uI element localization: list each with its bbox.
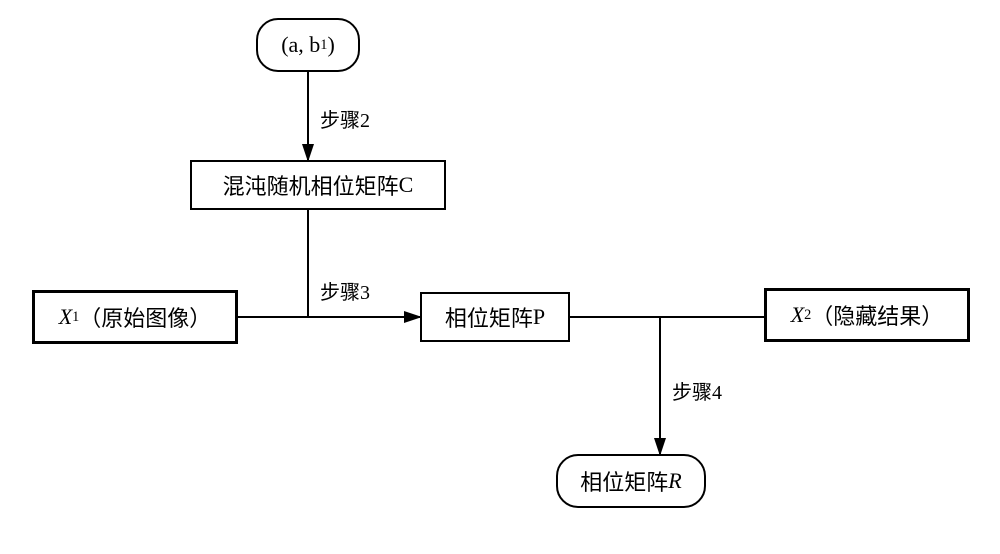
- edge-label-1: 步骤3: [320, 276, 370, 305]
- node-x1: X1（原始图像）: [32, 290, 238, 344]
- node-ab: (a, b1): [256, 18, 360, 72]
- edge-label-0: 步骤2: [320, 104, 370, 133]
- node-r: 相位矩阵R: [556, 454, 706, 508]
- node-x2: X2（隐藏结果）: [764, 288, 970, 342]
- edge-layer: [0, 0, 1000, 554]
- node-p: 相位矩阵P: [420, 292, 570, 342]
- node-chaos: 混沌随机相位矩阵C: [190, 160, 446, 210]
- edge-label-4: 步骤4: [672, 376, 722, 405]
